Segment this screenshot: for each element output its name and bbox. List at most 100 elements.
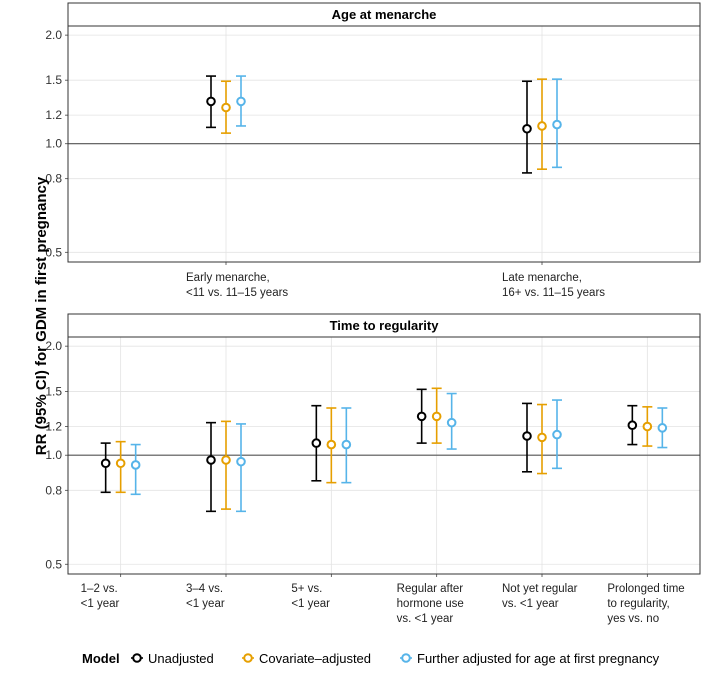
y-tick-label: 1.0 — [45, 448, 62, 462]
y-axis-title: RR (95% CI) for GDM in first pregnancy — [33, 176, 50, 455]
x-category-label-line: 3–4 vs. — [186, 583, 223, 595]
x-category-label-line: <1 year — [81, 598, 120, 610]
data-point — [311, 438, 322, 448]
y-tick-label: 0.8 — [45, 483, 62, 497]
data-point — [627, 420, 638, 431]
x-category-label-line: <1 year — [186, 598, 225, 610]
data-point — [221, 102, 231, 113]
legend-key-point — [132, 653, 142, 663]
data-point-group — [130, 443, 141, 496]
data-point-group — [627, 404, 638, 446]
data-point — [552, 429, 562, 440]
x-category-label: 1–2 vs. <1 year — [81, 583, 120, 610]
data-point — [537, 121, 547, 131]
data-point-group — [552, 78, 562, 169]
x-category-label: Regular after hormone use vs. <1 year — [397, 583, 464, 625]
panel-1: Age at menarche 0.5 0.8 1.0 1.2 1.5 2.0 Early m… — [45, 2, 701, 299]
x-category-label: Early menarche, <11 vs. 11–15 years — [186, 272, 288, 299]
x-category-label-line: yes vs. no — [607, 613, 659, 625]
panel-title: Time to regularity — [330, 318, 440, 333]
data-point-group — [537, 403, 547, 475]
x-category-label-line: vs. <1 year — [502, 598, 559, 610]
data-point — [326, 439, 337, 450]
panel-border — [67, 336, 701, 575]
legend-entry: Covariate–adjusted — [242, 651, 371, 666]
data-point-group — [326, 407, 337, 484]
data-point-group — [341, 407, 352, 484]
y-tick-label: 2.0 — [45, 339, 62, 353]
data-point-group — [642, 406, 653, 447]
data-point-group — [537, 78, 547, 170]
x-category-label-line: to regularity, — [607, 598, 669, 610]
x-category-label: 5+ vs. <1 year — [291, 583, 330, 610]
legend-label: Covariate–adjusted — [259, 651, 371, 666]
x-category-label-line: vs. <1 year — [397, 613, 454, 625]
data-point-group — [431, 387, 442, 444]
x-category-label: 3–4 vs. <1 year — [186, 583, 225, 610]
legend-entry: Further adjusted for age at first pregna… — [400, 651, 660, 666]
data-point-group — [522, 80, 532, 174]
panel-border — [67, 25, 701, 263]
legend-key-point — [401, 653, 411, 663]
x-category-label: Prolonged time to regularity, yes vs. no — [607, 583, 684, 625]
x-category-label-line: <11 vs. 11–15 years — [186, 287, 288, 299]
data-point — [130, 460, 141, 470]
data-point — [522, 431, 532, 441]
data-point-group — [115, 440, 126, 494]
data-point — [206, 455, 216, 465]
data-point-group — [221, 420, 231, 510]
x-category-label-line: Regular after — [397, 583, 464, 595]
y-tick-label: 1.5 — [45, 73, 62, 87]
data-point — [115, 458, 126, 469]
data-point-group — [552, 399, 562, 470]
x-category-label-line: 5+ vs. — [291, 583, 322, 595]
panel-2: Time to regularity 0.5 0.8 1.0 1.2 1.5 2.0 1–2 … — [45, 313, 701, 625]
y-tick-label: 0.5 — [45, 557, 62, 571]
y-tick-label: 0.8 — [45, 172, 62, 186]
y-tick-label: 2.0 — [45, 28, 62, 42]
x-category-label: Late menarche, 16+ vs. 11–15 years — [502, 272, 605, 299]
data-point-group — [522, 402, 532, 473]
data-point — [522, 123, 532, 134]
data-point — [552, 119, 562, 130]
y-tick-label: 1.2 — [45, 420, 62, 434]
data-point — [206, 96, 216, 107]
data-point-group — [206, 421, 216, 513]
data-point — [236, 96, 246, 107]
data-point — [642, 421, 653, 432]
data-point — [100, 458, 111, 469]
panel-title: Age at menarche — [332, 7, 437, 22]
x-category-label: Not yet regular vs. <1 year — [502, 583, 578, 610]
data-point — [341, 439, 352, 450]
x-category-label-line: Early menarche, — [186, 272, 270, 284]
legend-label: Further adjusted for age at first pregna… — [417, 651, 660, 666]
data-point-group — [206, 75, 216, 129]
y-tick-label: 0.5 — [45, 245, 62, 259]
x-category-label-line: Late menarche, — [502, 272, 582, 284]
data-point-group — [236, 423, 246, 513]
x-category-label-line: hormone use — [397, 598, 464, 610]
data-point — [446, 417, 457, 428]
data-point — [537, 432, 547, 443]
legend: Model Unadjusted Covariate–adjusted Further… — [82, 651, 660, 666]
data-point-group — [100, 442, 111, 494]
data-point — [416, 411, 427, 422]
data-point — [236, 456, 246, 467]
legend-label: Unadjusted — [148, 651, 214, 666]
data-point-group — [657, 407, 668, 449]
legend-title: Model — [82, 651, 120, 666]
data-point — [221, 455, 231, 465]
data-point-group — [236, 75, 246, 127]
legend-key-point — [243, 653, 253, 663]
panels-layer: Age at menarche 0.5 0.8 1.0 1.2 1.5 2.0 Early m… — [45, 2, 701, 625]
x-category-label-line: 1–2 vs. — [81, 583, 118, 595]
y-tick-label: 1.5 — [45, 384, 62, 398]
x-category-label-line: Not yet regular — [502, 583, 578, 595]
legend-entry: Unadjusted — [131, 651, 214, 666]
data-point-group — [446, 392, 457, 450]
data-point-group — [221, 80, 231, 134]
x-category-label-line: 16+ vs. 11–15 years — [502, 287, 605, 299]
y-tick-label: 1.2 — [45, 108, 62, 122]
x-category-label-line: Prolonged time — [607, 583, 684, 595]
